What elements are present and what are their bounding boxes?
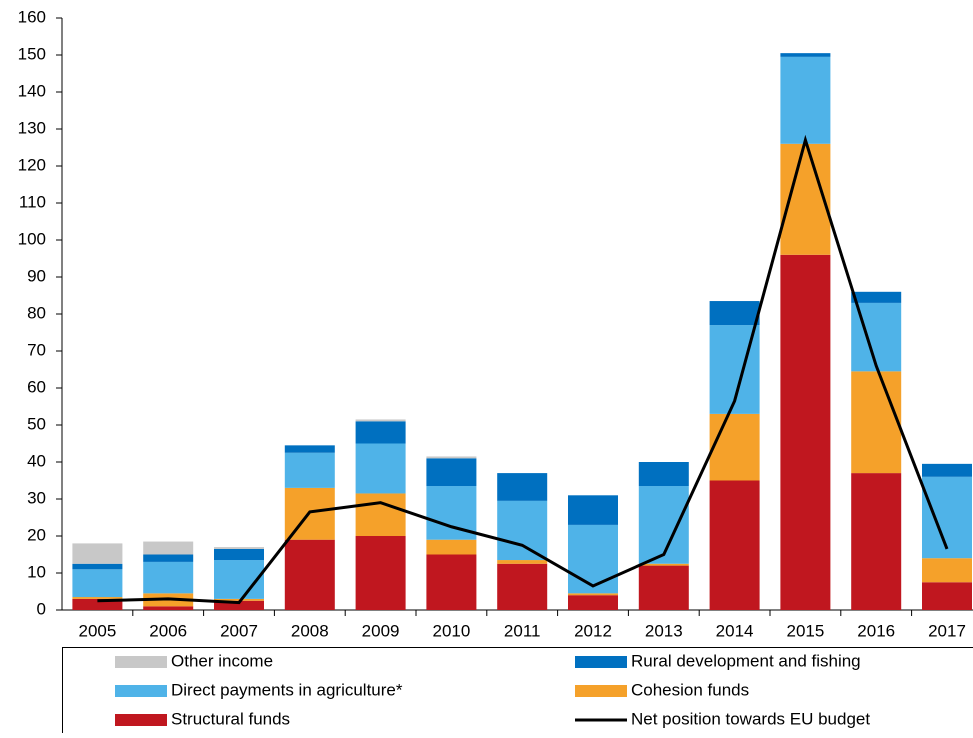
bar-segment [568,525,618,593]
x-tick-label: 2012 [574,621,612,640]
bar-segment [285,453,335,488]
y-tick-label: 90 [27,266,46,285]
y-tick-label: 130 [18,118,46,137]
bar-segment [214,549,264,560]
y-tick-label: 110 [19,192,46,211]
x-tick-label: 2013 [645,621,683,640]
bar-segment [426,540,476,555]
bar-segment [72,597,122,599]
legend-swatch [115,656,167,668]
bar-segment [922,558,972,582]
x-tick-label: 2005 [78,621,116,640]
legend-swatch [115,714,167,726]
x-tick-label: 2015 [786,621,824,640]
bar-segment [356,419,406,421]
y-tick-label: 70 [27,340,46,359]
bar-segment [356,536,406,610]
bar-segment [143,562,193,593]
x-tick-label: 2011 [504,621,541,640]
bar-segment [710,414,760,481]
x-tick-label: 2008 [291,621,329,640]
x-tick-label: 2010 [432,621,470,640]
bar-segment [356,421,406,443]
y-tick-label: 80 [27,303,46,322]
bar-segment [922,464,972,477]
y-tick-label: 160 [18,7,46,26]
bar-segment [72,564,122,570]
bar-segment [285,540,335,610]
bar-segment [356,493,406,536]
y-tick-label: 100 [18,229,46,248]
y-tick-label: 140 [18,81,46,100]
bar-segment [143,542,193,555]
bar-segment [356,444,406,494]
bar-segment [497,564,547,610]
legend-swatch [575,656,627,668]
bar-segment [639,566,689,610]
y-tick-label: 50 [27,414,46,433]
bar-segment [710,301,760,325]
legend-swatch [115,685,167,697]
bar-segment [851,371,901,473]
bar-segment [143,555,193,562]
x-tick-label: 2014 [716,621,754,640]
y-tick-label: 30 [27,488,46,507]
bar-segment [780,57,830,144]
bar-segment [497,473,547,501]
x-tick-label: 2006 [149,621,187,640]
legend-label: Rural development and fishing [631,651,861,670]
bar-segment [72,543,122,563]
legend-label: Direct payments in agriculture* [171,680,403,699]
bar-segment [497,560,547,564]
bar-segment [285,445,335,452]
bar-segment [851,292,901,303]
bar-segment [639,564,689,566]
x-tick-label: 2009 [362,621,400,640]
legend-swatch [575,685,627,697]
y-tick-label: 60 [27,377,46,396]
bar-segment [922,582,972,610]
y-tick-label: 150 [18,44,46,63]
bar-segment [568,495,618,525]
bar-segment [426,458,476,486]
bar-segment [851,473,901,610]
legend-label: Cohesion funds [631,680,749,699]
legend-label: Structural funds [171,709,290,728]
bar-segment [780,255,830,610]
legend-label: Net position towards EU budget [631,709,870,728]
y-tick-label: 20 [27,525,46,544]
bar-segment [426,456,476,458]
bar-segment [143,606,193,610]
y-tick-label: 0 [37,599,46,618]
y-tick-label: 10 [27,562,46,581]
bar-segment [568,595,618,610]
x-tick-label: 2016 [857,621,895,640]
bar-segment [214,547,264,549]
bar-segment [497,501,547,560]
y-tick-label: 40 [27,451,46,470]
x-tick-label: 2007 [220,621,258,640]
x-tick-label: 2017 [928,621,966,640]
bar-segment [72,569,122,597]
bar-segment [780,53,830,57]
bar-segment [710,481,760,611]
bar-segment [639,462,689,486]
legend-label: Other income [171,651,273,670]
y-tick-label: 120 [18,155,46,174]
bar-segment [568,593,618,595]
bar-segment [426,555,476,611]
